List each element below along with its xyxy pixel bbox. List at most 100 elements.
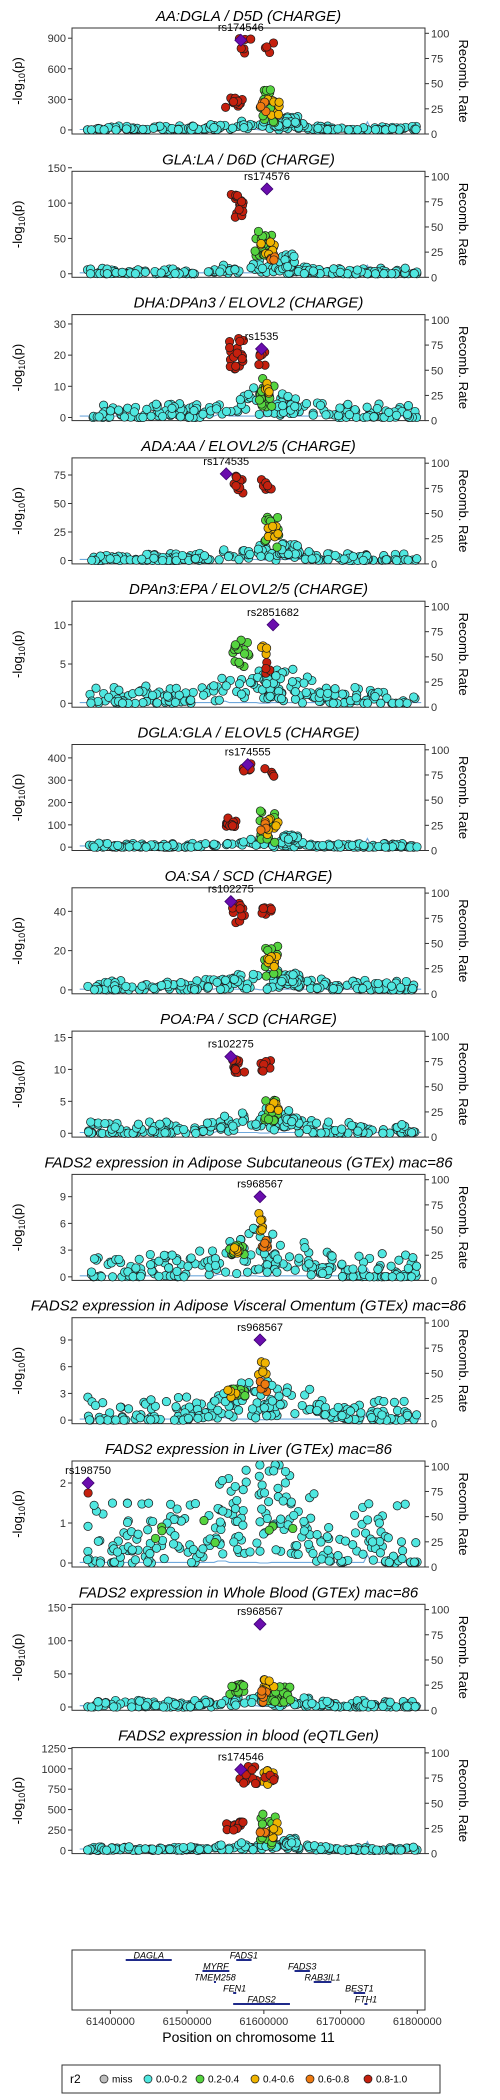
snp-point: [143, 1525, 153, 1535]
snp-point: [194, 1701, 204, 1711]
snp-point: [308, 266, 318, 276]
snp-point: [258, 1367, 268, 1377]
snp-point: [183, 1261, 193, 1271]
snp-point: [150, 1401, 160, 1411]
snp-point: [269, 1775, 279, 1785]
snp-point: [307, 554, 317, 564]
snp-point: [104, 692, 114, 702]
snp-point: [265, 1103, 275, 1114]
snp-point: [89, 1500, 99, 1510]
snp-point: [182, 1392, 192, 1402]
snp-point: [354, 1251, 364, 1261]
snp-point: [394, 698, 404, 708]
snp-point: [246, 263, 256, 273]
lead-snp-marker: [253, 1617, 267, 1631]
snp-point: [379, 269, 389, 279]
y-tick-label: 0: [60, 1272, 66, 1284]
lead-snp-marker: [241, 758, 255, 772]
snp-point: [217, 1698, 227, 1708]
snp-point: [373, 1264, 383, 1274]
y2-tick-label: 50: [431, 795, 443, 807]
snp-point: [251, 1413, 261, 1423]
snp-point: [288, 970, 298, 980]
snp-point: [387, 981, 397, 991]
snp-point: [342, 1701, 352, 1711]
snp-point: [356, 1408, 366, 1418]
snp-point: [133, 1119, 143, 1129]
snp-point: [283, 549, 293, 559]
y-tick-label: 100: [48, 820, 66, 832]
snp-point: [377, 1249, 387, 1259]
snp-point: [343, 399, 353, 409]
legend-label: 0.2-0.4: [208, 2075, 240, 2086]
legend-swatch: [363, 2074, 373, 2084]
snp-point: [251, 840, 261, 850]
snp-point: [290, 1409, 300, 1419]
snp-point: [250, 246, 260, 256]
snp-point: [262, 643, 272, 653]
panel-title: DPAn3:EPA / ELOVL2/5 (CHARGE): [129, 581, 368, 598]
snp-point: [297, 698, 307, 708]
snp-point: [276, 694, 287, 704]
snp-point: [388, 1551, 398, 1561]
snp-point: [150, 1533, 161, 1543]
snp-point: [362, 402, 372, 412]
snp-point: [256, 239, 266, 249]
snp-point: [83, 1546, 93, 1556]
snp-point: [170, 268, 180, 279]
snp-point: [350, 1510, 360, 1520]
y2-tick-label: 50: [431, 1798, 443, 1810]
snp-point: [328, 984, 338, 994]
snp-point: [218, 1506, 228, 1516]
snp-point: [257, 263, 268, 273]
snp-point: [410, 1702, 420, 1712]
snp-point: [198, 1544, 208, 1554]
snp-point: [83, 1845, 93, 1855]
gene-label: BEST1: [345, 1984, 374, 1994]
gene-label: DAGLA: [133, 1951, 164, 1961]
panel-title: FADS2 expression in Adipose Visceral Ome…: [31, 1298, 467, 1315]
y2-tick-label: 100: [431, 1318, 449, 1330]
y-tick-label: 75: [54, 470, 66, 482]
snp-points: [86, 1208, 422, 1282]
snp-point: [210, 1396, 220, 1406]
snp-point: [387, 1272, 397, 1282]
snp-point: [113, 840, 123, 850]
snp-point: [330, 550, 340, 560]
snp-point: [316, 1844, 326, 1854]
snp-point: [264, 552, 275, 562]
snp-point: [134, 1254, 144, 1264]
snp-point: [217, 673, 227, 683]
snp-point: [304, 1539, 314, 1549]
panel-6: DGLA:GLA / ELOVL5 (CHARGE) 0 100 200 300 400 0…: [10, 725, 471, 858]
snp-point: [127, 1545, 137, 1555]
snp-point: [198, 690, 209, 700]
y2-tick-label: 50: [431, 1082, 443, 1094]
y2-tick-label: 25: [431, 1250, 443, 1262]
gene-label: RAB3IL1: [305, 1973, 341, 1983]
snp-point: [403, 555, 413, 565]
snp-point: [94, 412, 104, 422]
snp-point: [265, 237, 275, 247]
snp-point: [86, 698, 96, 708]
y-axis-label: -log10(p): [10, 630, 27, 678]
snp-point: [234, 1531, 244, 1541]
snp-point: [148, 1516, 158, 1527]
snp-point: [231, 481, 241, 491]
snp-point: [86, 1117, 96, 1127]
y-tick-label: 20: [54, 350, 66, 362]
y-tick-label: 15: [54, 1032, 66, 1044]
snp-point: [230, 265, 240, 275]
panel-9: FADS2 expression in Adipose Subcutaneous…: [10, 1154, 471, 1287]
y-tick-label: 10: [54, 381, 66, 393]
snp-point: [213, 1405, 223, 1415]
snp-point: [264, 1525, 274, 1535]
y2-axis-label: Recomb. Rate: [456, 1043, 471, 1126]
x-tick-label: 61600000: [239, 2016, 288, 2028]
y2-tick-label: 0: [431, 1132, 437, 1144]
snp-point: [190, 1499, 200, 1509]
snp-point: [360, 1845, 370, 1855]
snp-point: [172, 1504, 182, 1514]
snp-point: [230, 1481, 240, 1492]
snp-point: [137, 981, 147, 991]
